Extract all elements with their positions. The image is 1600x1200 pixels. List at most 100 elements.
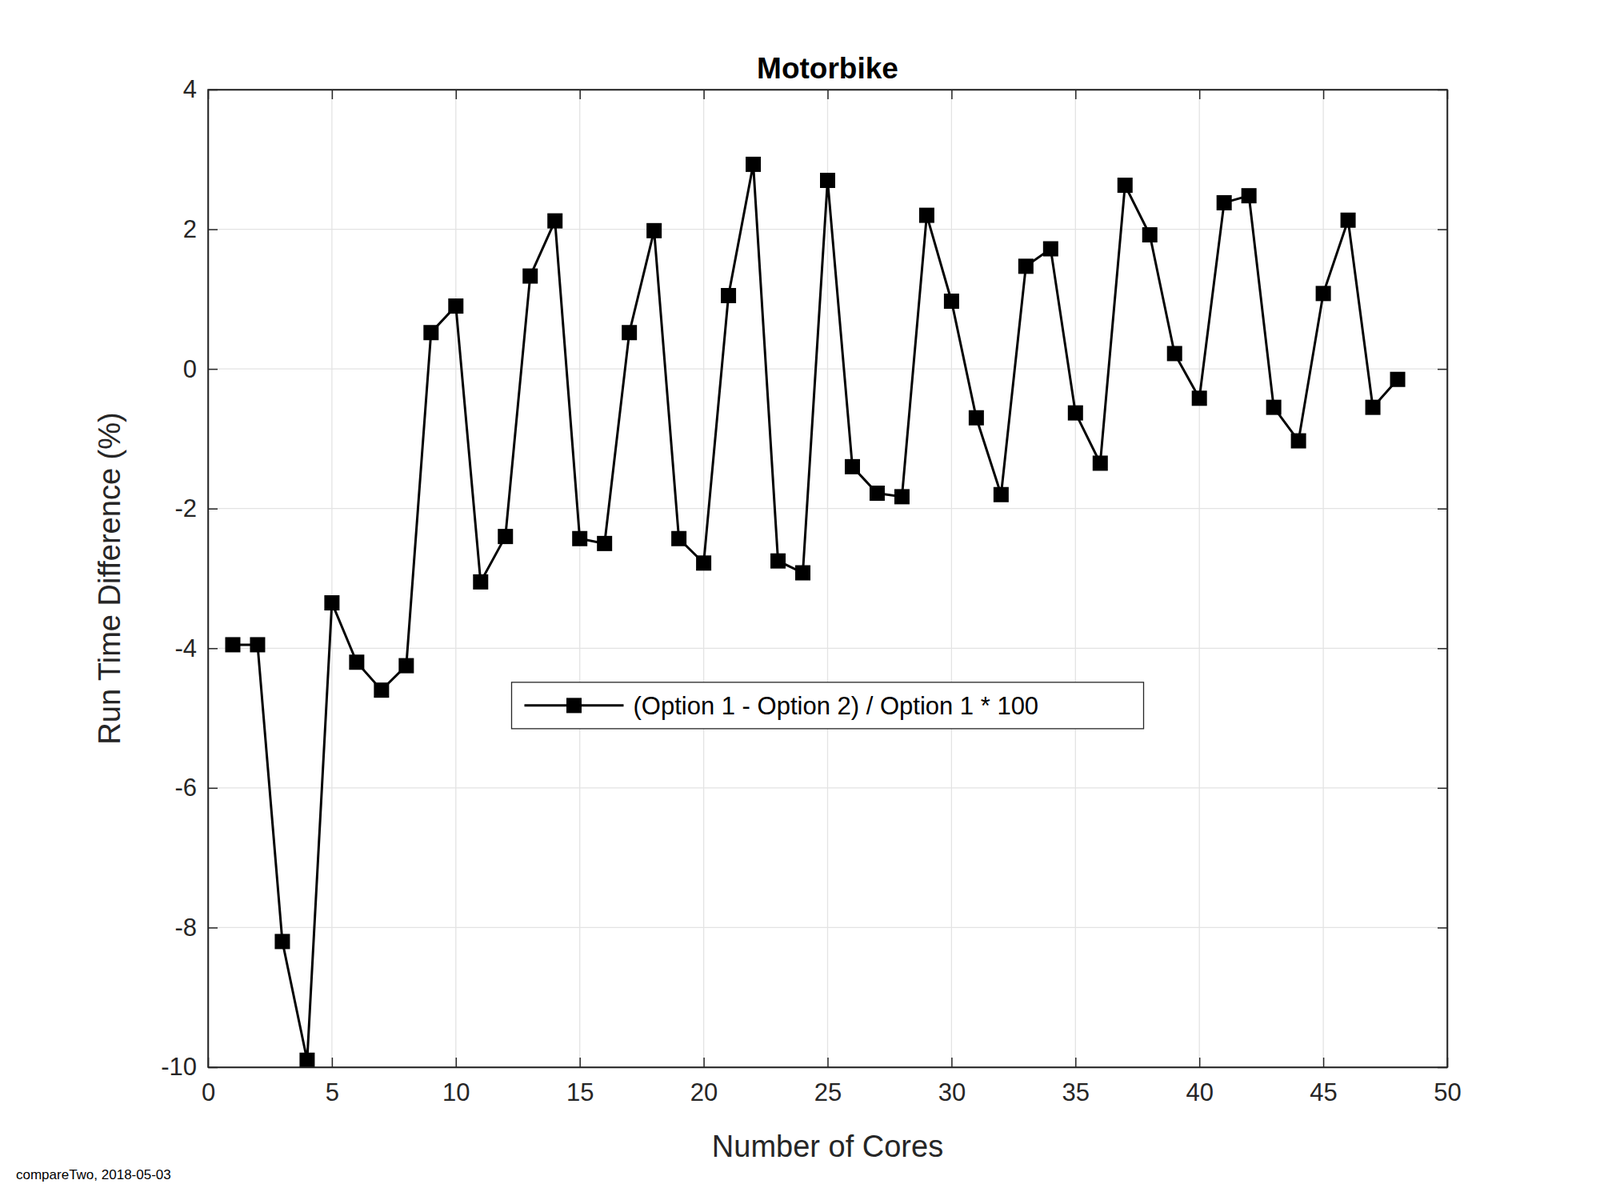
y-axis: -10-8-6-4-2024 bbox=[160, 75, 218, 1081]
marker bbox=[448, 298, 464, 314]
marker bbox=[671, 531, 687, 547]
grid-line-y bbox=[208, 228, 1448, 230]
footnote: compareTwo, 2018-05-03 bbox=[16, 1167, 172, 1183]
tick-mark bbox=[1437, 788, 1448, 790]
y-axis-title: Run Time Difference (%) bbox=[92, 412, 127, 744]
tick-label: 40 bbox=[1185, 1078, 1213, 1107]
tick bbox=[704, 89, 705, 100]
tick-mark bbox=[1437, 508, 1448, 510]
tick-label: 20 bbox=[690, 1078, 718, 1107]
marker bbox=[224, 636, 240, 652]
tick-mark bbox=[579, 89, 581, 100]
tick: -8 bbox=[174, 913, 218, 942]
tick-label: 30 bbox=[938, 1078, 966, 1107]
title: Motorbike bbox=[756, 52, 899, 85]
tick: 5 bbox=[325, 1057, 340, 1107]
tick bbox=[1075, 89, 1076, 100]
tick bbox=[1199, 89, 1200, 100]
tick bbox=[1437, 368, 1448, 370]
marker bbox=[1167, 345, 1183, 361]
tick: 25 bbox=[814, 1057, 842, 1107]
marker bbox=[373, 682, 389, 698]
tick-mark bbox=[579, 1057, 581, 1068]
marker bbox=[621, 324, 637, 340]
tick-label: -2 bbox=[174, 494, 197, 523]
tick: 40 bbox=[1185, 1057, 1213, 1107]
marker bbox=[1241, 188, 1257, 204]
tick-mark bbox=[208, 228, 218, 231]
grid-line-y bbox=[208, 927, 1448, 928]
tick-mark bbox=[827, 1057, 829, 1068]
tick-label: 45 bbox=[1309, 1078, 1337, 1107]
tick: 15 bbox=[566, 1057, 594, 1107]
tick-mark bbox=[208, 927, 218, 929]
tick bbox=[580, 89, 581, 100]
grid bbox=[208, 89, 1448, 1068]
legend-box bbox=[512, 682, 1144, 729]
tick-mark bbox=[456, 1057, 458, 1068]
marker bbox=[894, 488, 910, 504]
grid-line-x bbox=[1322, 89, 1324, 1068]
tick: 2 bbox=[183, 215, 218, 244]
tick-mark bbox=[1199, 1057, 1201, 1068]
tick: 10 bbox=[442, 1057, 470, 1107]
marker bbox=[274, 933, 290, 949]
tick-label: 5 bbox=[325, 1078, 340, 1107]
tick: 45 bbox=[1309, 1057, 1337, 1107]
tick-label: -4 bbox=[174, 634, 197, 663]
tick-mark bbox=[703, 1057, 705, 1068]
grid-line-x bbox=[579, 89, 580, 1068]
marker bbox=[745, 156, 761, 172]
tick: -2 bbox=[174, 494, 218, 523]
tick bbox=[1323, 89, 1324, 100]
tick-mark bbox=[703, 89, 705, 100]
tick-mark bbox=[1323, 1057, 1325, 1068]
grid-line-x bbox=[1199, 89, 1200, 1068]
tick bbox=[951, 89, 952, 100]
grid-line-x bbox=[455, 89, 456, 1068]
tick bbox=[1437, 927, 1448, 928]
tick-label: 10 bbox=[442, 1078, 470, 1107]
marker bbox=[1043, 241, 1059, 257]
data bbox=[224, 156, 1405, 1068]
marker bbox=[1092, 455, 1108, 471]
tick-label: 15 bbox=[566, 1078, 594, 1107]
marker bbox=[522, 268, 538, 284]
marker bbox=[869, 485, 885, 501]
marker bbox=[497, 528, 513, 544]
legend-marker bbox=[566, 697, 582, 713]
tick-mark bbox=[208, 788, 218, 790]
grid-line-x bbox=[331, 89, 332, 1068]
marker bbox=[820, 172, 836, 188]
tick bbox=[1437, 508, 1448, 510]
marker bbox=[993, 487, 1009, 503]
tick-label: 50 bbox=[1433, 1078, 1461, 1107]
marker bbox=[1216, 195, 1232, 211]
marker bbox=[720, 288, 736, 304]
tick-mark bbox=[208, 368, 218, 371]
tick: 30 bbox=[938, 1057, 966, 1107]
tick-mark bbox=[1437, 927, 1448, 929]
x-axis-title: Number of Cores bbox=[712, 1129, 944, 1164]
tick-mark bbox=[332, 89, 334, 100]
tick bbox=[1437, 229, 1448, 231]
grid-line-x bbox=[951, 89, 952, 1068]
tick-mark bbox=[1437, 368, 1448, 371]
marker bbox=[795, 565, 811, 581]
tick bbox=[1437, 648, 1448, 649]
marker bbox=[472, 574, 488, 590]
tick-mark bbox=[1075, 1057, 1077, 1068]
marker bbox=[324, 595, 340, 611]
tick-label: 25 bbox=[814, 1078, 842, 1107]
marker bbox=[1068, 405, 1084, 421]
marker bbox=[299, 1052, 315, 1068]
tick-label: 35 bbox=[1062, 1078, 1090, 1107]
tick-label: 0 bbox=[183, 355, 197, 384]
chart: 05101520253035404550-10-8-6-4-2024(Optio… bbox=[0, 0, 1600, 1200]
marker bbox=[944, 293, 960, 309]
grid-line-x bbox=[827, 89, 828, 1068]
tick: 20 bbox=[690, 1057, 718, 1107]
tick: 0 bbox=[183, 355, 218, 384]
tick: -4 bbox=[174, 634, 218, 663]
marker bbox=[844, 459, 860, 475]
